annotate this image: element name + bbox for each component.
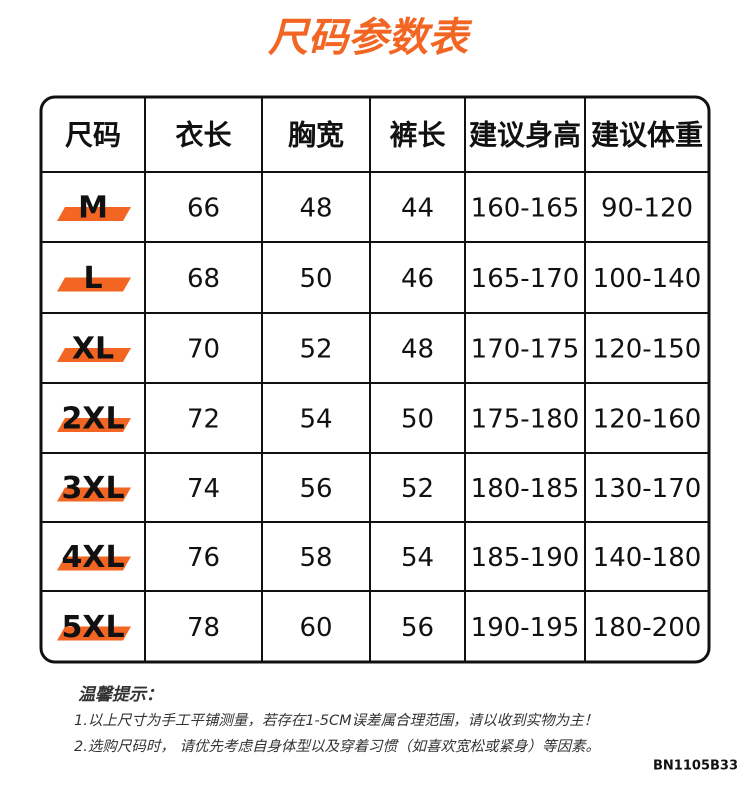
cell-value: 120-150 (593, 335, 702, 365)
cell-value: 48 (299, 194, 332, 224)
cell-value: 180-185 (471, 474, 580, 504)
size-highlight (57, 418, 131, 432)
cell-value: 72 (187, 405, 220, 435)
note-line: 1.以上尺寸为手工平铺测量，若存在1-5CM误差属合理范围，请以收到实物为主！ (74, 712, 598, 729)
cell-value: 120-160 (593, 405, 702, 435)
product-code: BN1105B33 (653, 759, 738, 774)
cell-value: 190-195 (471, 613, 580, 643)
cell-value: 78 (187, 613, 220, 643)
size-label: XL (72, 332, 114, 367)
size-label: L (83, 261, 102, 296)
cell-value: 50 (401, 405, 434, 435)
size-label: 3XL (61, 471, 124, 506)
cell-value: 185-190 (471, 543, 580, 573)
cell-value: 60 (299, 613, 332, 643)
size-highlight (57, 626, 131, 641)
size-label: 5XL (61, 610, 124, 645)
size-highlight (57, 348, 131, 362)
column-header: 裤长 (389, 119, 445, 152)
cell-value: 66 (187, 194, 220, 224)
cell-value: 46 (401, 264, 434, 294)
column-header: 胸宽 (288, 119, 344, 152)
notes-heading: 温馨提示： (78, 685, 163, 705)
size-label: M (78, 191, 108, 226)
note-line: 2.选购尺码时， 请优先考虑自身体型以及穿着习惯（如喜欢宽松或紧身）等因素。 (74, 738, 600, 755)
size-highlight (57, 487, 131, 502)
cell-value: 180-200 (593, 613, 702, 643)
cell-value: 56 (299, 474, 332, 504)
column-header: 衣长 (175, 119, 231, 152)
size-highlight (57, 277, 131, 292)
cell-value: 90-120 (601, 194, 693, 224)
cell-value: 52 (401, 474, 434, 504)
cell-value: 160-165 (471, 194, 580, 224)
cell-value: 58 (299, 543, 332, 573)
cell-value: 56 (401, 613, 434, 643)
cell-value: 54 (299, 405, 332, 435)
title: 尺码参数表 (267, 15, 473, 61)
cell-value: 140-180 (593, 543, 702, 573)
cell-value: 50 (299, 264, 332, 294)
size-highlight (57, 207, 131, 221)
column-header: 尺码 (65, 119, 121, 152)
cell-value: 130-170 (593, 474, 702, 504)
cell-value: 48 (401, 335, 434, 365)
cell-value: 170-175 (471, 335, 580, 365)
cell-value: 165-170 (471, 264, 580, 294)
table-border (39, 95, 711, 664)
cell-value: 76 (187, 543, 220, 573)
cell-value: 54 (401, 543, 434, 573)
size-label: 2XL (61, 402, 124, 437)
size-label: 4XL (61, 540, 124, 575)
cell-value: 68 (187, 264, 220, 294)
cell-value: 44 (401, 194, 434, 224)
column-header: 建议身高 (469, 119, 581, 152)
cell-value: 70 (187, 335, 220, 365)
column-header: 建议体重 (591, 119, 703, 152)
cell-value: 52 (299, 335, 332, 365)
cell-value: 175-180 (471, 405, 580, 435)
cell-value: 100-140 (593, 264, 702, 294)
cell-value: 74 (187, 474, 220, 504)
size-highlight (57, 556, 131, 571)
